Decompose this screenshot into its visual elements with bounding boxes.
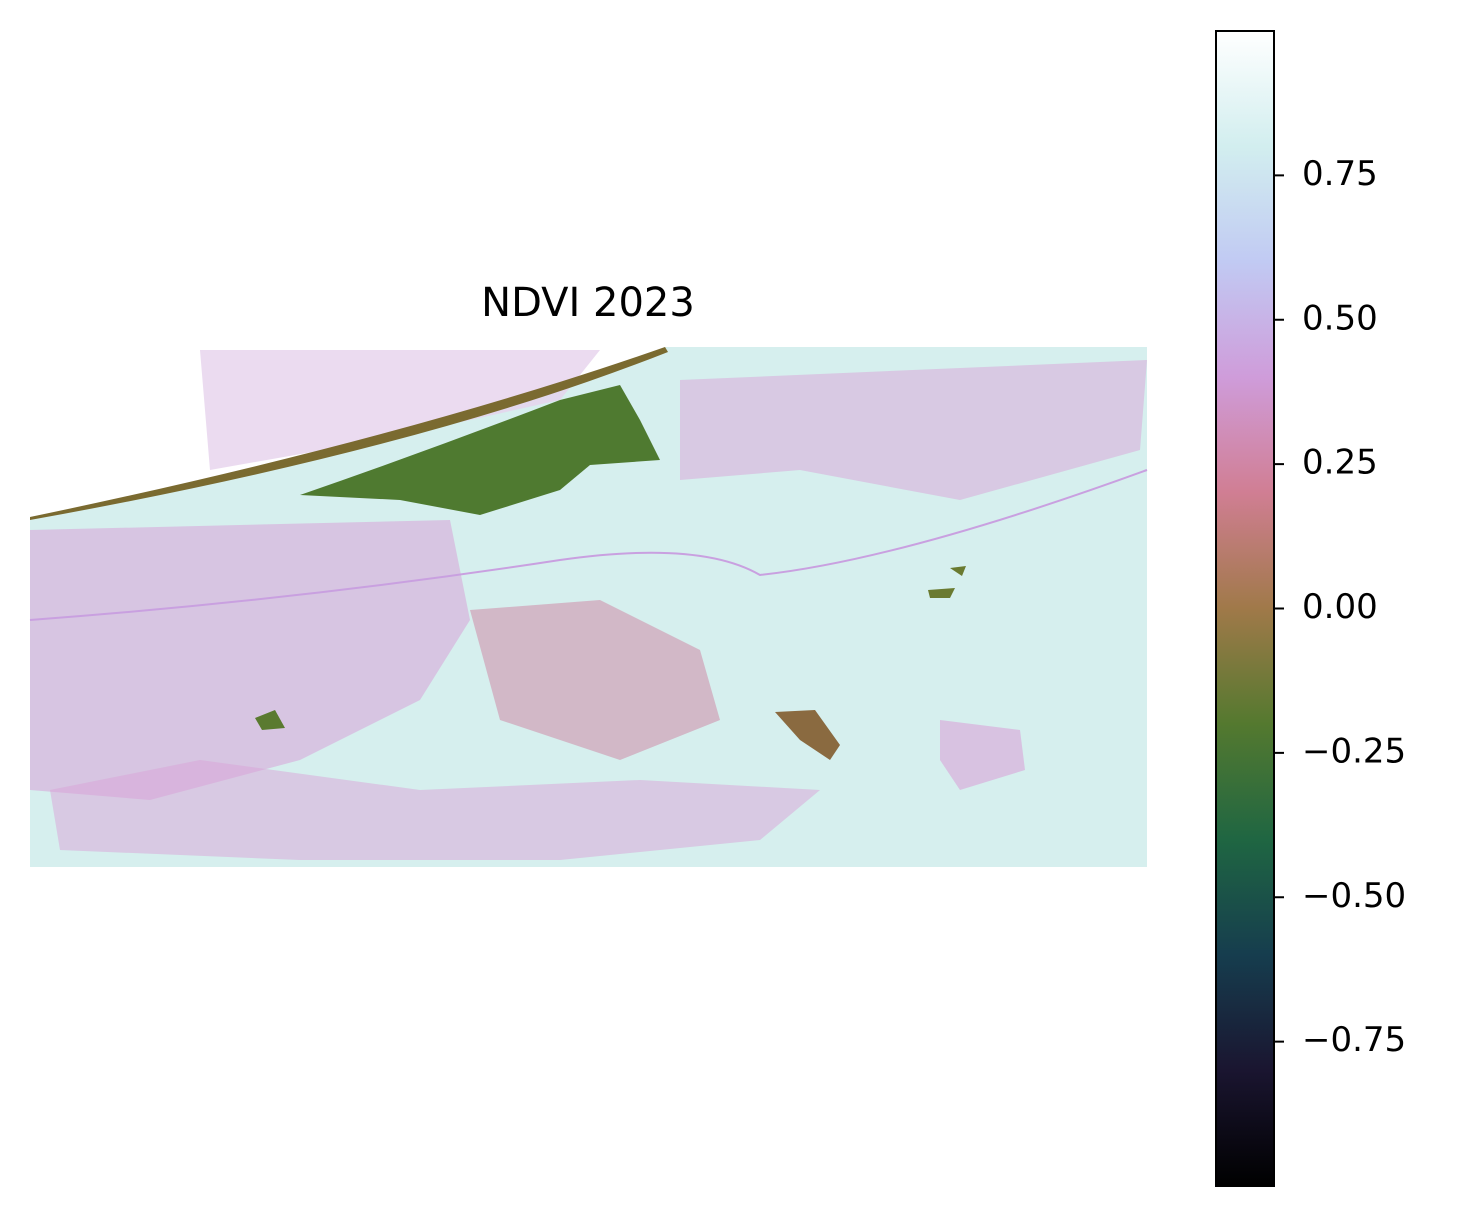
colorbar [1215,30,1275,1187]
raster-patch [928,566,966,598]
raster-water [300,385,660,515]
raster-patch [940,720,1025,790]
colorbar-tick-label: −0.25 [1302,731,1406,771]
chart-title: NDVI 2023 [481,280,695,326]
colorbar-tick-label: −0.50 [1302,876,1406,916]
colorbar-tick-label: 0.00 [1302,587,1378,627]
colorbar-tick-label: 0.50 [1302,298,1378,338]
raster-road [29,469,1148,621]
raster-patch [775,710,840,760]
raster-patch [255,710,285,730]
raster-patch [470,600,720,760]
colorbar-tick-label: −0.75 [1302,1020,1406,1060]
raster-patch [50,760,820,860]
raster [29,347,1148,867]
raster-patch [200,350,600,470]
raster-patch [30,520,470,800]
raster-patch [680,360,1147,500]
colorbar-tick-label: 0.25 [1302,443,1378,483]
colorbar-tick-label: 0.75 [1302,154,1378,194]
